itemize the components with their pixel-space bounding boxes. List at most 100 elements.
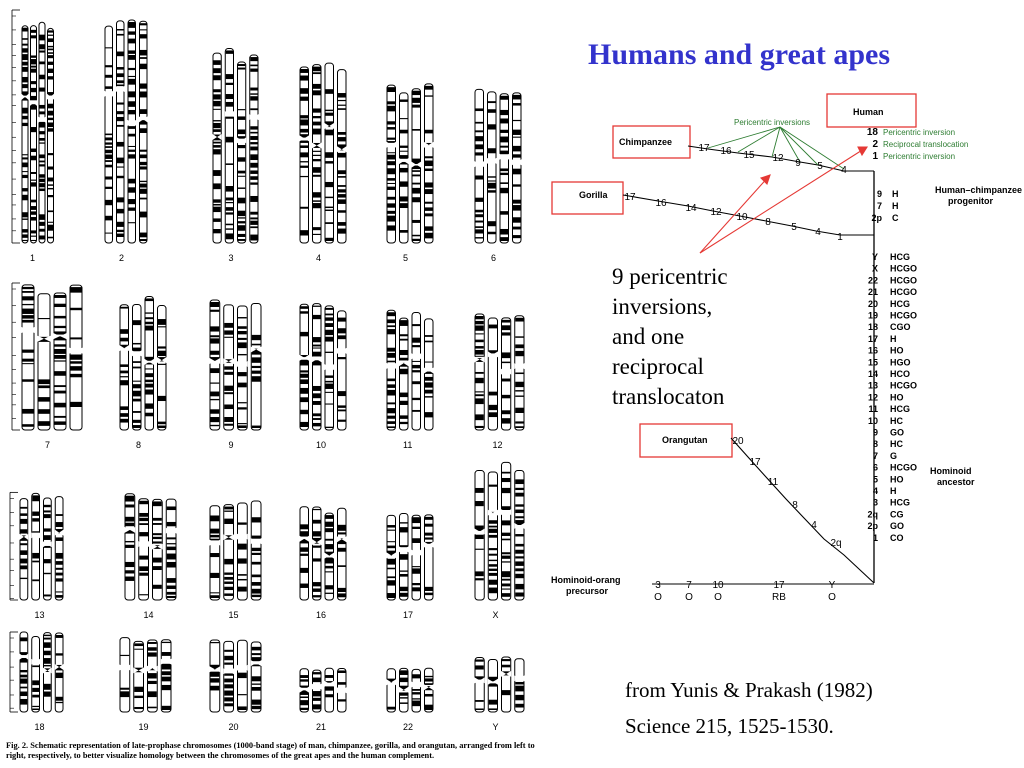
gorilla-branch-chromosome: 14: [685, 203, 697, 214]
chromosome-number-label: 14: [143, 610, 154, 620]
orangutan-label: Orangutan: [662, 435, 708, 445]
chromosome-number-label: 18: [34, 722, 45, 732]
ancestor-species: G: [890, 451, 897, 461]
chromosome: [157, 305, 167, 431]
chimp-branch-chromosome: 5: [817, 161, 823, 172]
gorilla-branch-chromosome: 8: [765, 217, 771, 228]
chromosome: [124, 493, 136, 601]
ancestor-chromosome: Y: [872, 252, 878, 262]
chromosome: [487, 91, 497, 244]
chromosome: [212, 52, 222, 244]
progenitor-chromosome: 2p: [871, 213, 882, 223]
chromosome: [237, 305, 248, 431]
progenitor-species: C: [892, 213, 899, 223]
slide-title: Humans and great apes: [588, 38, 890, 71]
ancestor-species: HGO: [890, 357, 911, 367]
chromosome: [411, 88, 421, 244]
chromosome: [501, 461, 512, 601]
chromosome: [474, 313, 485, 431]
chromosome: [399, 317, 409, 431]
ancestor-species: HCGO: [890, 381, 917, 391]
chromosome: [37, 293, 51, 431]
chromosome-number-label: 7: [45, 440, 51, 450]
citation: from Yunis & Prakash (1982) Science 215,…: [625, 672, 873, 744]
chromosome: [223, 504, 234, 601]
chromosome-number-label: 15: [228, 610, 239, 620]
chromosome-number-label: 11: [403, 440, 413, 450]
ancestor-species: HC: [890, 439, 903, 449]
gorilla-branch-chromosome: 10: [736, 212, 748, 223]
chromosome: [223, 304, 234, 431]
chromosome: [237, 61, 247, 244]
gorilla-box: [551, 181, 624, 215]
chromosome: [223, 640, 234, 713]
ancestor-species: HO: [890, 346, 904, 356]
human-chimp-progenitor-label: Human–chimpanzee: [935, 185, 1022, 195]
chromosome: [324, 512, 334, 601]
chromosome: [474, 470, 485, 601]
chromosome: [312, 669, 322, 713]
precursor-chromosome: 7: [686, 580, 692, 591]
chromosome: [53, 292, 67, 431]
chromosome-number-label: 10: [316, 440, 327, 450]
chromosome: [487, 317, 498, 431]
orangutan-branch-chromosome: 17: [749, 457, 761, 468]
ancestor-chromosome: 15: [868, 357, 878, 367]
gorilla-branch-chromosome: 1: [837, 232, 843, 243]
chromosome: [144, 295, 154, 431]
ancestor-chromosome: 7: [873, 451, 878, 461]
chromosome: [38, 21, 46, 244]
ancestor-chromosome: 22: [868, 275, 878, 285]
ancestor-chromosome: 11: [868, 404, 878, 414]
ancestor-chromosome: 6: [873, 463, 878, 473]
chromosome-number-label: 13: [34, 610, 45, 620]
ancestor-species: HCGO: [890, 311, 917, 321]
ancestor-chromosome: 8: [873, 439, 878, 449]
ancestor-species: HCGO: [890, 463, 917, 473]
chromosome: [299, 303, 309, 431]
chromosome: [411, 312, 421, 431]
chromosome: [133, 640, 144, 713]
ancestor-chromosome: 18: [868, 322, 878, 332]
chromosome: [43, 497, 52, 601]
chromosome: [152, 498, 163, 601]
chromosome-number-label: 6: [491, 253, 497, 263]
chromosome: [337, 667, 347, 713]
chromosome: [399, 92, 409, 244]
chromosome-number-label: 21: [316, 722, 327, 732]
chromosome-number-label: 3: [228, 253, 234, 263]
chromosome: [386, 84, 396, 244]
progenitor-chromosome: 7: [877, 201, 882, 211]
chromosome: [160, 639, 172, 713]
gorilla-branch-chromosome: 12: [710, 207, 722, 218]
chromosome: [104, 25, 113, 244]
chimp-branch-chromosome: 12: [772, 153, 784, 164]
chromosome: [299, 668, 309, 713]
chromosome: [337, 69, 347, 244]
progenitor-species: H: [892, 189, 899, 199]
chromosome: [54, 496, 64, 601]
progenitor-species: H: [892, 201, 899, 211]
precursor-chromosome-status: O: [714, 592, 722, 603]
ancestor-chromosome: 12: [868, 392, 878, 402]
chromosome: [424, 318, 434, 431]
chimpanzee-box: [612, 125, 691, 159]
ancestor-chromosome: 13: [868, 381, 878, 391]
orangutan-branch-chromosome: 4: [811, 520, 817, 531]
chromosome: [337, 507, 347, 601]
precursor-label: Hominoid-orang: [551, 575, 621, 585]
ancestor-species: H: [890, 486, 897, 496]
chromosome: [19, 498, 29, 601]
chromosome: [132, 304, 142, 431]
gorilla-branch-chromosome: 16: [655, 198, 667, 209]
precursor-chromosome: 17: [773, 580, 785, 591]
chromosome: [337, 310, 347, 431]
gorilla-branch-chromosome: 4: [815, 227, 821, 238]
precursor-chromosome: 3: [655, 580, 661, 591]
precursor-chromosome: Y: [829, 580, 836, 591]
chromosome: [47, 27, 54, 244]
chromosome: [499, 93, 509, 244]
callout-text: 9 pericentric inversions, and one recipr…: [612, 262, 728, 412]
chromosome: [324, 305, 334, 431]
